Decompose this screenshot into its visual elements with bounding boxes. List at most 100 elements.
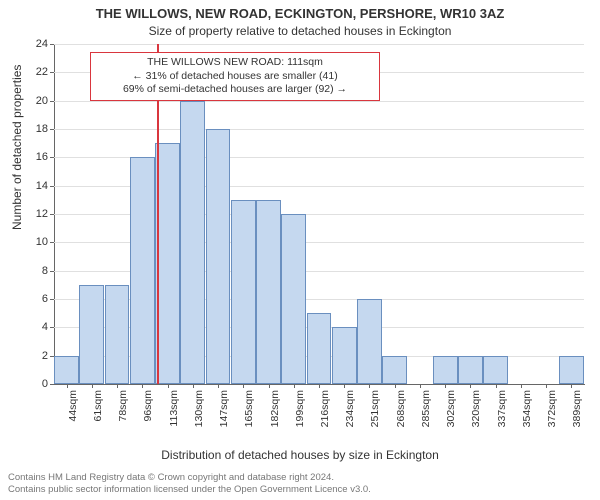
xtick-mark xyxy=(117,384,118,388)
gridline xyxy=(54,44,584,45)
xtick-mark xyxy=(319,384,320,388)
xtick-mark xyxy=(521,384,522,388)
histogram-bar xyxy=(180,101,205,384)
plot-area: 02468101214161820222444sqm61sqm78sqm96sq… xyxy=(54,44,584,384)
xtick-label: 354sqm xyxy=(521,390,533,427)
ytick-mark xyxy=(50,186,54,187)
xtick-label: 44sqm xyxy=(67,390,79,422)
xtick-mark xyxy=(571,384,572,388)
xtick-label: 61sqm xyxy=(92,390,104,422)
xtick-mark xyxy=(546,384,547,388)
ytick-label: 2 xyxy=(42,350,48,362)
histogram-bar xyxy=(281,214,306,384)
xtick-label: 165sqm xyxy=(243,390,255,427)
histogram-bar xyxy=(307,313,332,384)
histogram-bar xyxy=(433,356,458,384)
histogram-bar xyxy=(458,356,483,384)
annotation-line3: 69% of semi-detached houses are larger (… xyxy=(96,83,374,97)
xtick-mark xyxy=(168,384,169,388)
xtick-mark xyxy=(294,384,295,388)
xtick-label: 268sqm xyxy=(395,390,407,427)
ytick-label: 6 xyxy=(42,293,48,305)
xtick-label: 372sqm xyxy=(546,390,558,427)
xtick-label: 320sqm xyxy=(470,390,482,427)
histogram-bar xyxy=(256,200,281,384)
histogram-bar xyxy=(155,143,180,384)
histogram-bar xyxy=(206,129,231,384)
chart-title-sub: Size of property relative to detached ho… xyxy=(0,24,600,38)
histogram-bar xyxy=(79,285,104,384)
ytick-label: 24 xyxy=(36,38,48,50)
xtick-label: 147sqm xyxy=(218,390,230,427)
y-axis-label: Number of detached properties xyxy=(10,65,24,230)
xtick-label: 78sqm xyxy=(117,390,129,422)
ytick-label: 12 xyxy=(36,208,48,220)
ytick-mark xyxy=(50,214,54,215)
xtick-label: 130sqm xyxy=(193,390,205,427)
xtick-mark xyxy=(92,384,93,388)
annotation-box: THE WILLOWS NEW ROAD: 111sqm← 31% of det… xyxy=(90,52,380,101)
ytick-label: 8 xyxy=(42,265,48,277)
footer-line2: Contains public sector information licen… xyxy=(8,484,592,496)
x-axis-label: Distribution of detached houses by size … xyxy=(0,448,600,462)
histogram-bar xyxy=(231,200,256,384)
ytick-mark xyxy=(50,72,54,73)
ytick-mark xyxy=(50,101,54,102)
xtick-label: 285sqm xyxy=(420,390,432,427)
histogram-bar xyxy=(357,299,382,384)
ytick-label: 0 xyxy=(42,378,48,390)
histogram-bar xyxy=(559,356,584,384)
xtick-mark xyxy=(470,384,471,388)
xtick-mark xyxy=(420,384,421,388)
ytick-label: 18 xyxy=(36,123,48,135)
footer-line1: Contains HM Land Registry data © Crown c… xyxy=(8,472,592,484)
xtick-label: 182sqm xyxy=(269,390,281,427)
xtick-label: 113sqm xyxy=(168,390,180,427)
xtick-mark xyxy=(395,384,396,388)
ytick-label: 14 xyxy=(36,180,48,192)
xtick-label: 216sqm xyxy=(319,390,331,427)
xtick-label: 337sqm xyxy=(496,390,508,427)
ytick-mark xyxy=(50,129,54,130)
footer-attribution: Contains HM Land Registry data © Crown c… xyxy=(8,472,592,496)
ytick-mark xyxy=(50,44,54,45)
ytick-mark xyxy=(50,299,54,300)
xtick-mark xyxy=(369,384,370,388)
xtick-mark xyxy=(496,384,497,388)
histogram-bar xyxy=(332,327,357,384)
xtick-label: 234sqm xyxy=(344,390,356,427)
ytick-label: 20 xyxy=(36,95,48,107)
ytick-mark xyxy=(50,242,54,243)
ytick-label: 10 xyxy=(36,236,48,248)
xtick-label: 302sqm xyxy=(445,390,457,427)
xtick-label: 389sqm xyxy=(571,390,583,427)
ytick-label: 22 xyxy=(36,66,48,78)
ytick-label: 16 xyxy=(36,151,48,163)
xtick-mark xyxy=(193,384,194,388)
xtick-mark xyxy=(67,384,68,388)
histogram-bar xyxy=(130,157,155,384)
xtick-mark xyxy=(445,384,446,388)
annotation-line1: THE WILLOWS NEW ROAD: 111sqm xyxy=(96,56,374,70)
histogram-bar xyxy=(105,285,130,384)
ytick-mark xyxy=(50,384,54,385)
ytick-mark xyxy=(50,271,54,272)
xtick-label: 251sqm xyxy=(369,390,381,427)
chart-title-main: THE WILLOWS, NEW ROAD, ECKINGTON, PERSHO… xyxy=(0,6,600,21)
chart-container: THE WILLOWS, NEW ROAD, ECKINGTON, PERSHO… xyxy=(0,0,600,500)
xtick-mark xyxy=(344,384,345,388)
ytick-mark xyxy=(50,327,54,328)
gridline xyxy=(54,129,584,130)
xtick-label: 199sqm xyxy=(294,390,306,427)
ytick-mark xyxy=(50,157,54,158)
ytick-label: 4 xyxy=(42,321,48,333)
histogram-bar xyxy=(382,356,407,384)
xtick-mark xyxy=(142,384,143,388)
xtick-mark xyxy=(243,384,244,388)
xtick-mark xyxy=(269,384,270,388)
annotation-line2: ← 31% of detached houses are smaller (41… xyxy=(96,70,374,84)
histogram-bar xyxy=(54,356,79,384)
xtick-mark xyxy=(218,384,219,388)
xtick-label: 96sqm xyxy=(142,390,154,422)
histogram-bar xyxy=(483,356,508,384)
